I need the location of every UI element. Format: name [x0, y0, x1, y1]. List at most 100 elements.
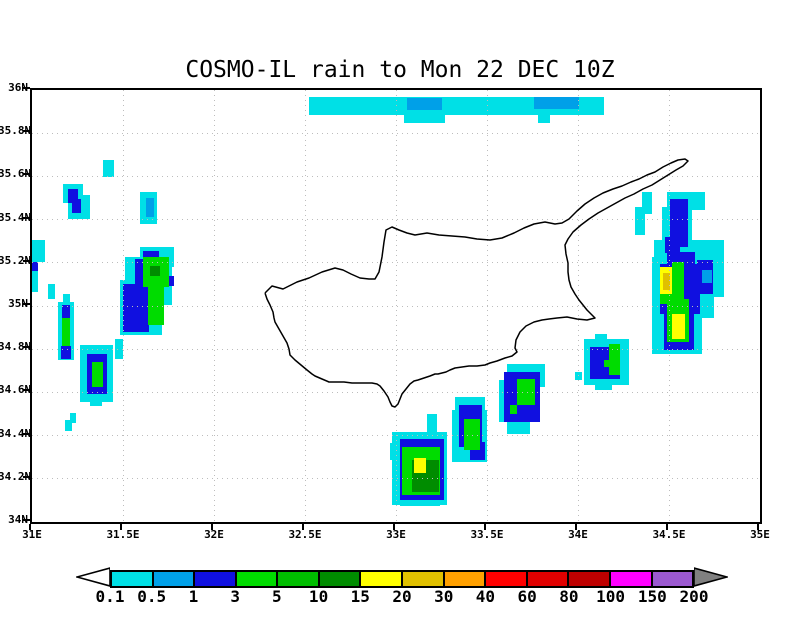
colorbar-segment [652, 572, 693, 586]
colorbar-threshold-label: 5 [272, 587, 282, 606]
colorbar-segment [486, 572, 528, 586]
rain-cell [61, 346, 71, 359]
y-axis-tick [23, 389, 30, 392]
y-axis-tick [23, 303, 30, 305]
colorbar-segment [527, 572, 570, 586]
colorbar-threshold-label: 20 [392, 587, 412, 606]
y-axis-tick [23, 519, 30, 521]
rain-cell [65, 420, 72, 431]
colorbar-segment [403, 572, 445, 586]
rain-cell [672, 314, 685, 339]
x-axis-label: 31.5E [106, 528, 140, 541]
rain-cell [635, 207, 645, 235]
rain-cell [90, 398, 102, 406]
colorbar-segment [195, 572, 237, 586]
colorbar-segment [361, 572, 404, 586]
x-axis-tick [120, 524, 122, 530]
rain-cell [407, 98, 442, 110]
rain-cell [702, 270, 712, 283]
rain-cell [143, 251, 159, 261]
colorbar-segment [610, 572, 653, 586]
colorbar-threshold-label: 100 [596, 587, 626, 606]
y-axis-label: 35.8N [0, 124, 32, 138]
rain-cell [103, 160, 114, 177]
coastline-path [264, 158, 689, 408]
y-axis-label: 35.4N [0, 210, 32, 224]
colorbar-threshold-label: 1 [188, 587, 199, 606]
parallel-gridline [32, 305, 760, 307]
x-axis-tick [484, 524, 486, 530]
rain-cell [510, 405, 517, 414]
chart-title: COSMO-IL rain to Mon 22 DEC 10Z [185, 57, 615, 83]
colorbar-segment [278, 572, 320, 586]
rain-cell [575, 372, 582, 380]
rain-cell [150, 266, 160, 276]
parallel-gridline [32, 435, 760, 437]
x-axis-label: 34E [568, 528, 588, 541]
x-axis-label: 32.5E [288, 528, 322, 541]
y-axis-label: 34N [8, 513, 28, 526]
y-axis-label: 34.8N [0, 340, 32, 354]
rain-cell [92, 362, 103, 387]
rain-cell [642, 192, 652, 214]
y-axis-tick [23, 173, 30, 176]
colorbar-threshold-label: 150 [637, 587, 667, 606]
y-axis-tick [23, 130, 30, 133]
rain-cell [70, 413, 76, 423]
x-axis-tick [757, 524, 759, 530]
x-axis-label: 33.5E [470, 528, 504, 541]
rain-cell [427, 414, 437, 439]
colorbar-right-cap [694, 567, 728, 587]
x-axis-label: 33E [386, 528, 406, 541]
colorbar-left-cap [76, 567, 110, 587]
colorbar-threshold-label: 0.5 [137, 587, 167, 606]
y-axis-tick [23, 346, 30, 349]
x-axis-label: 31E [22, 528, 42, 541]
x-axis-tick [302, 524, 304, 530]
rain-cell [538, 115, 550, 123]
colorbar-segment [319, 572, 362, 586]
rain-cell [534, 97, 579, 109]
rain-cell [123, 284, 149, 332]
colorbar-threshold-label: 0.1 [95, 587, 125, 606]
parallel-gridline [32, 391, 760, 393]
colorbar-threshold-label: 30 [434, 587, 454, 606]
y-axis-tick [23, 475, 30, 478]
y-axis-tick [23, 259, 30, 262]
colorbar-threshold-label: 15 [350, 587, 370, 606]
colorbar-segment [153, 572, 196, 586]
colorbar-threshold-label: 80 [559, 587, 579, 606]
cyprus-coastline [264, 158, 689, 408]
map-plot-area: 36N 35.8N 35.6N 35.4N 35.2N 35N 34.8N 34.6N 34.4… [0, 81, 770, 541]
colorbar-threshold-label: 60 [517, 587, 537, 606]
rain-cell [72, 199, 81, 213]
y-axis-label: 34.4N [0, 426, 32, 440]
parallel-gridline [32, 478, 760, 480]
rain-cell [672, 262, 684, 306]
rain-cell [414, 458, 426, 473]
y-axis-label: 35.6N [0, 167, 32, 181]
x-axis-tick [211, 524, 213, 530]
rain-cell [62, 305, 70, 320]
y-axis-tick [23, 432, 30, 435]
colorbar-threshold-label: 200 [679, 587, 709, 606]
map-canvas [32, 90, 760, 522]
rain-cell [404, 115, 445, 123]
y-axis-label: 34.2N [0, 469, 32, 483]
rain-cell [164, 276, 174, 286]
parallel-gridline [32, 132, 760, 134]
colorbar-threshold-label: 40 [475, 587, 496, 606]
colorbar-segment [569, 572, 611, 586]
x-axis-label: 34.5E [652, 528, 686, 541]
rain-cell [670, 199, 688, 247]
y-axis-label: 35N [8, 297, 28, 310]
colorbar-threshold-label: 10 [308, 587, 329, 606]
x-axis-tick [393, 524, 395, 530]
rain-cell [63, 294, 70, 302]
rain-cell [595, 380, 612, 390]
rain-cell [309, 97, 604, 115]
rain-cell [48, 284, 55, 299]
parallel-gridline [32, 219, 760, 221]
y-axis-tick [23, 216, 30, 219]
